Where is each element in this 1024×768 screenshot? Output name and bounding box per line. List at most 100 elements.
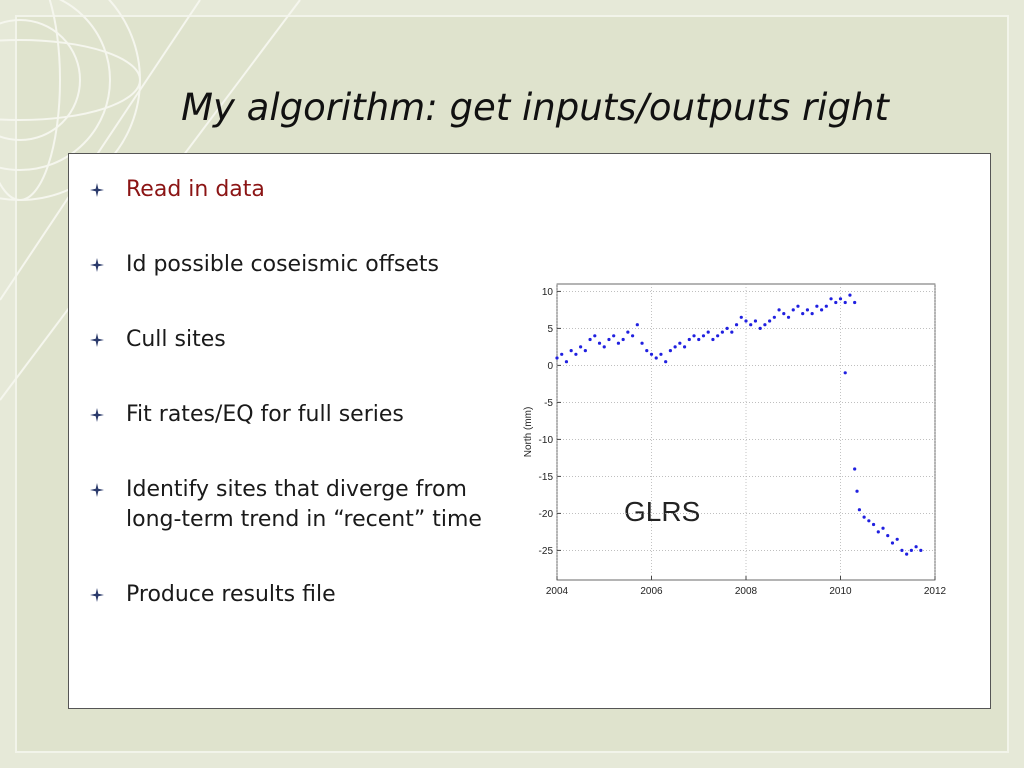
y-tick-label: -10 bbox=[539, 435, 554, 446]
data-point bbox=[815, 304, 819, 308]
data-point bbox=[593, 334, 597, 338]
data-point bbox=[739, 315, 743, 319]
slide-title: My algorithm: get inputs/outputs right bbox=[181, 86, 889, 129]
y-tick-label: 0 bbox=[547, 361, 553, 372]
bullet-text: Fit rates/EQ for full series bbox=[126, 402, 404, 427]
data-point bbox=[786, 315, 791, 319]
data-point bbox=[829, 297, 833, 301]
data-point bbox=[820, 308, 824, 312]
data-point bbox=[744, 319, 748, 323]
data-point bbox=[678, 341, 682, 345]
data-point bbox=[687, 337, 691, 342]
bullet-icon bbox=[90, 258, 104, 272]
data-point bbox=[796, 304, 800, 308]
data-point bbox=[843, 300, 847, 305]
data-point bbox=[673, 345, 677, 349]
data-point bbox=[862, 515, 866, 519]
data-point bbox=[867, 519, 871, 523]
data-point bbox=[697, 337, 701, 342]
bullet-text: Identify sites that diverge from long-te… bbox=[126, 477, 482, 532]
data-point bbox=[843, 371, 847, 375]
data-point bbox=[824, 304, 828, 308]
bullet-icon bbox=[90, 183, 104, 197]
data-point bbox=[838, 297, 843, 301]
data-point bbox=[574, 352, 578, 356]
data-point bbox=[588, 337, 592, 342]
data-point bbox=[583, 349, 587, 353]
data-point bbox=[682, 345, 687, 349]
data-point bbox=[905, 552, 909, 556]
y-tick-label: -15 bbox=[539, 472, 554, 483]
data-point bbox=[890, 541, 895, 545]
y-axis-label: North (mm) bbox=[523, 407, 534, 458]
data-point bbox=[659, 352, 663, 356]
data-point bbox=[758, 326, 762, 330]
bullet: Fit rates/EQ for full series bbox=[90, 400, 496, 430]
data-point bbox=[881, 526, 885, 530]
data-point bbox=[701, 334, 706, 338]
y-tick-label: 10 bbox=[542, 287, 554, 298]
data-point bbox=[560, 352, 564, 356]
bullet-list: Read in data Id possible coseismic offset… bbox=[90, 175, 496, 655]
data-point bbox=[810, 312, 814, 316]
data-point bbox=[716, 334, 720, 338]
bullet-icon bbox=[90, 483, 104, 497]
x-tick-label: 2004 bbox=[546, 586, 569, 597]
data-point bbox=[914, 545, 918, 549]
data-point bbox=[876, 530, 880, 534]
bullet-text: Read in data bbox=[126, 177, 265, 202]
data-point bbox=[645, 349, 649, 353]
y-tick-label: -25 bbox=[539, 546, 554, 557]
data-point bbox=[616, 341, 621, 345]
data-point bbox=[640, 341, 644, 345]
data-point bbox=[805, 308, 810, 312]
bullet-text: Produce results file bbox=[126, 582, 336, 607]
x-tick-label: 2006 bbox=[640, 586, 663, 597]
bullet-text: Cull sites bbox=[126, 327, 226, 352]
data-point bbox=[871, 522, 876, 527]
bullet: Produce results file bbox=[90, 580, 496, 610]
data-point bbox=[855, 489, 859, 493]
data-point bbox=[626, 330, 630, 334]
data-point bbox=[706, 330, 710, 334]
data-point bbox=[772, 315, 776, 319]
data-point bbox=[730, 330, 734, 334]
data-point bbox=[895, 537, 899, 541]
annotation: GLRS bbox=[624, 496, 700, 527]
bullet-icon bbox=[90, 588, 104, 602]
data-point bbox=[692, 334, 696, 338]
data-point bbox=[635, 323, 639, 327]
data-point bbox=[777, 308, 781, 312]
bullet-text: Id possible coseismic offsets bbox=[126, 252, 439, 277]
bullet: Id possible coseismic offsets bbox=[90, 250, 496, 280]
bullet-icon bbox=[90, 333, 104, 347]
data-point bbox=[753, 319, 758, 323]
data-point bbox=[734, 323, 739, 327]
data-point bbox=[848, 293, 852, 297]
data-point bbox=[579, 345, 583, 349]
data-point bbox=[612, 334, 616, 338]
data-point bbox=[649, 352, 654, 356]
data-point bbox=[791, 308, 795, 312]
data-point bbox=[909, 548, 913, 553]
bullet: Read in data bbox=[90, 175, 496, 205]
data-point bbox=[801, 312, 805, 316]
data-point bbox=[886, 534, 890, 538]
data-point bbox=[749, 323, 753, 327]
data-point bbox=[564, 360, 569, 364]
data-point bbox=[900, 548, 904, 553]
bullet: Identify sites that diverge from long-te… bbox=[90, 475, 496, 535]
data-point bbox=[725, 326, 729, 330]
data-point bbox=[621, 337, 625, 342]
data-point bbox=[763, 323, 767, 327]
data-point bbox=[555, 356, 559, 360]
data-point bbox=[711, 337, 715, 342]
data-point bbox=[654, 356, 658, 360]
data-point bbox=[768, 319, 772, 323]
bullet: Cull sites bbox=[90, 325, 496, 355]
data-point bbox=[853, 300, 857, 305]
y-tick-label: 5 bbox=[547, 324, 553, 335]
data-point bbox=[857, 508, 862, 512]
